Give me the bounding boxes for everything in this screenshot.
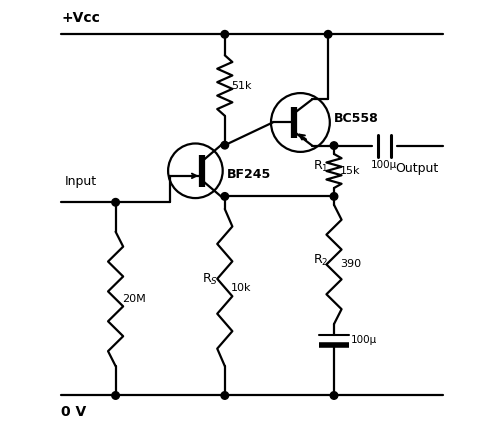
Circle shape (330, 392, 338, 399)
Text: R$_S$: R$_S$ (202, 272, 218, 287)
Circle shape (221, 192, 228, 200)
Text: Output: Output (396, 162, 439, 176)
Circle shape (330, 192, 338, 200)
Text: 100µ: 100µ (351, 335, 377, 345)
Text: 51k: 51k (231, 80, 252, 91)
Text: 15k: 15k (340, 166, 361, 176)
Text: Input: Input (65, 175, 98, 187)
Circle shape (112, 198, 120, 206)
Circle shape (324, 30, 332, 38)
Circle shape (112, 392, 120, 399)
Circle shape (221, 141, 228, 149)
Text: BC558: BC558 (334, 112, 378, 125)
Text: 100µ: 100µ (372, 160, 398, 170)
Text: R$_2$: R$_2$ (313, 253, 328, 268)
Text: BF245: BF245 (227, 168, 271, 181)
Circle shape (330, 142, 338, 149)
Text: 20M: 20M (122, 294, 146, 304)
Text: 0 V: 0 V (61, 405, 86, 419)
Text: R$_1$: R$_1$ (313, 159, 328, 174)
Circle shape (221, 392, 228, 399)
Circle shape (221, 30, 228, 38)
Text: 10k: 10k (231, 283, 252, 293)
Text: +Vcc: +Vcc (61, 11, 100, 25)
Text: 390: 390 (340, 259, 361, 269)
